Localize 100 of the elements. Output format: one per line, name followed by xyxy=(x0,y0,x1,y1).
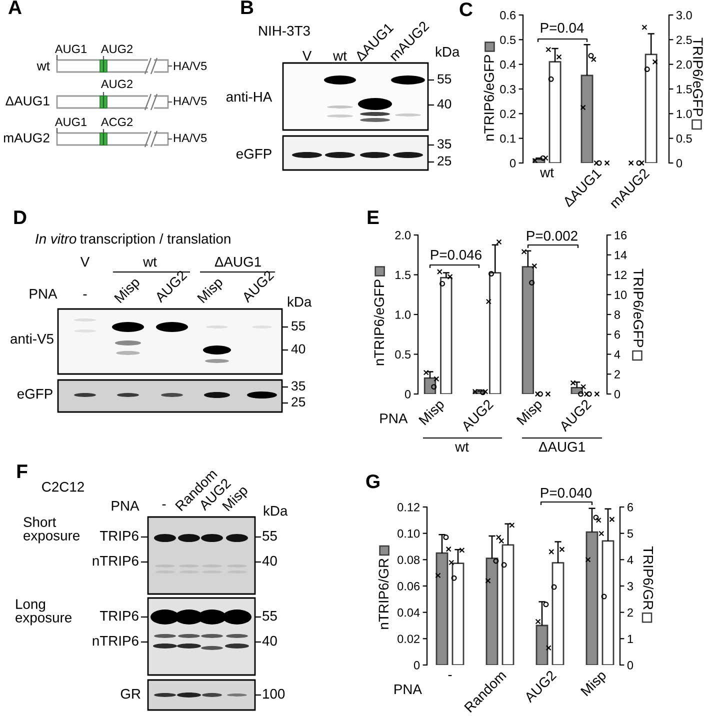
text: AUG1 xyxy=(54,44,86,54)
text: V xyxy=(80,257,90,267)
chart-title: G xyxy=(366,474,380,488)
y-tick-label: 0.6 xyxy=(500,11,516,20)
bar xyxy=(570,386,583,394)
text: transcription / translation xyxy=(80,234,230,246)
y-tick-label: 0 xyxy=(404,390,411,398)
y-tick-label: 0.08 xyxy=(398,556,420,564)
text: 25 xyxy=(292,397,306,407)
x-axis-title: PNA xyxy=(380,414,408,424)
text: AUG1 xyxy=(54,118,86,126)
y2-tick-label: 5 xyxy=(627,529,634,538)
text: Short exposure xyxy=(24,516,80,544)
text: 35 xyxy=(292,381,306,391)
annotation: P=0.04 xyxy=(540,22,584,33)
text: nTRIP6 xyxy=(92,556,138,566)
y2-tick-label: 2 xyxy=(614,370,620,378)
text: PNA xyxy=(112,501,140,511)
y-tick-label: 0.12 xyxy=(398,503,420,512)
y-tick-label: 0.1 xyxy=(500,134,516,143)
y2-tick-label: 10 xyxy=(614,290,627,300)
y2-tick-label: 1 xyxy=(628,634,633,643)
y2-tick-label: 0 xyxy=(627,661,634,670)
text: 100 xyxy=(263,688,285,699)
text: 55 xyxy=(262,531,277,541)
x-axis-title: PNA xyxy=(394,684,422,694)
x-tick-label: wt xyxy=(540,168,554,178)
text: mAUG2 xyxy=(4,133,50,143)
text: 40 xyxy=(437,99,452,109)
text: wt xyxy=(333,52,347,61)
text: ΔAUG1 xyxy=(214,256,261,267)
y2-tick-label: 0 xyxy=(614,390,620,398)
y2-tick-label: 16 xyxy=(614,231,627,240)
y2-tick-label: 8 xyxy=(614,310,620,319)
text: wt xyxy=(455,442,469,452)
text: TRIP6 xyxy=(100,530,138,541)
bar xyxy=(552,562,564,665)
text: eGFP xyxy=(17,388,52,399)
y-tick-label: 0.02 xyxy=(398,634,420,644)
text: F xyxy=(17,464,28,478)
text: 55 xyxy=(262,611,277,621)
y2-tick-label: 4 xyxy=(614,350,620,359)
y-tick-label: 1.0 xyxy=(396,310,411,319)
annotation: P=0.002 xyxy=(527,230,578,241)
text: eGFP xyxy=(236,148,272,159)
y-tick-label: 0.10 xyxy=(398,529,420,538)
text: In vitro xyxy=(36,234,76,244)
text: kDa xyxy=(264,506,288,516)
y2-tick-label: 1.0 xyxy=(676,110,692,118)
bar xyxy=(452,562,464,665)
y2-tick-label: 6 xyxy=(614,330,620,339)
text: HA/V5 xyxy=(174,62,207,70)
text: Long exposure xyxy=(16,599,72,626)
y-tick-label: 2.0 xyxy=(395,231,411,240)
bar xyxy=(436,552,448,665)
y-axis-title: nTRIP6/GR xyxy=(378,558,389,629)
y-tick-label: 0.5 xyxy=(395,350,411,359)
y2-tick-label: 6 xyxy=(628,503,633,512)
text: 55 xyxy=(292,321,306,331)
bar xyxy=(502,544,514,665)
bar xyxy=(586,531,598,665)
text: kDa xyxy=(288,296,312,307)
text: C2C12 xyxy=(42,482,84,492)
y-tick-label: 0.04 xyxy=(398,608,420,617)
y2-axis-title: TRIP6/eGFP xyxy=(693,38,704,116)
y-tick-label: 0.5 xyxy=(500,36,516,44)
text: 25 xyxy=(438,156,452,166)
text: kDa xyxy=(436,46,460,57)
text: HA/V5 xyxy=(174,133,207,142)
text: 40 xyxy=(262,556,277,566)
y2-tick-label: 2.5 xyxy=(676,36,692,44)
y-tick-label: 1.5 xyxy=(396,270,411,280)
text: V xyxy=(302,51,312,61)
y2-tick-label: 1.5 xyxy=(676,85,692,94)
y-tick-label: 0.3 xyxy=(500,85,516,94)
text: wt xyxy=(143,258,157,267)
y2-tick-label: 0.5 xyxy=(676,134,692,143)
chart-title: C xyxy=(460,2,472,16)
text: Misp xyxy=(114,276,142,306)
text: 35 xyxy=(438,139,452,149)
text: AUG2 xyxy=(100,44,132,54)
y2-tick-label: 14 xyxy=(614,251,627,260)
text: ACG2 xyxy=(100,118,132,126)
y-tick-label: 0.06 xyxy=(398,582,420,590)
y-tick-label: 0.2 xyxy=(500,110,516,118)
text: - xyxy=(83,294,87,296)
text: HA/V5 xyxy=(174,96,207,106)
text: B xyxy=(241,0,254,14)
text: PNA xyxy=(30,289,58,299)
text: AUG2 xyxy=(100,80,132,88)
text: - xyxy=(162,504,166,506)
text: 55 xyxy=(438,74,452,84)
y2-tick-label: 2.0 xyxy=(676,60,692,69)
y2-tick-label: 3.0 xyxy=(676,11,692,20)
y-tick-label: 0 xyxy=(510,159,516,168)
y2-tick-label: 12 xyxy=(614,270,626,280)
text: NIH-3T3 xyxy=(259,26,310,36)
text: anti-HA xyxy=(226,92,272,102)
y2-axis-title: TRIP6/GR xyxy=(643,546,654,610)
y2-tick-label: 3 xyxy=(627,582,633,590)
